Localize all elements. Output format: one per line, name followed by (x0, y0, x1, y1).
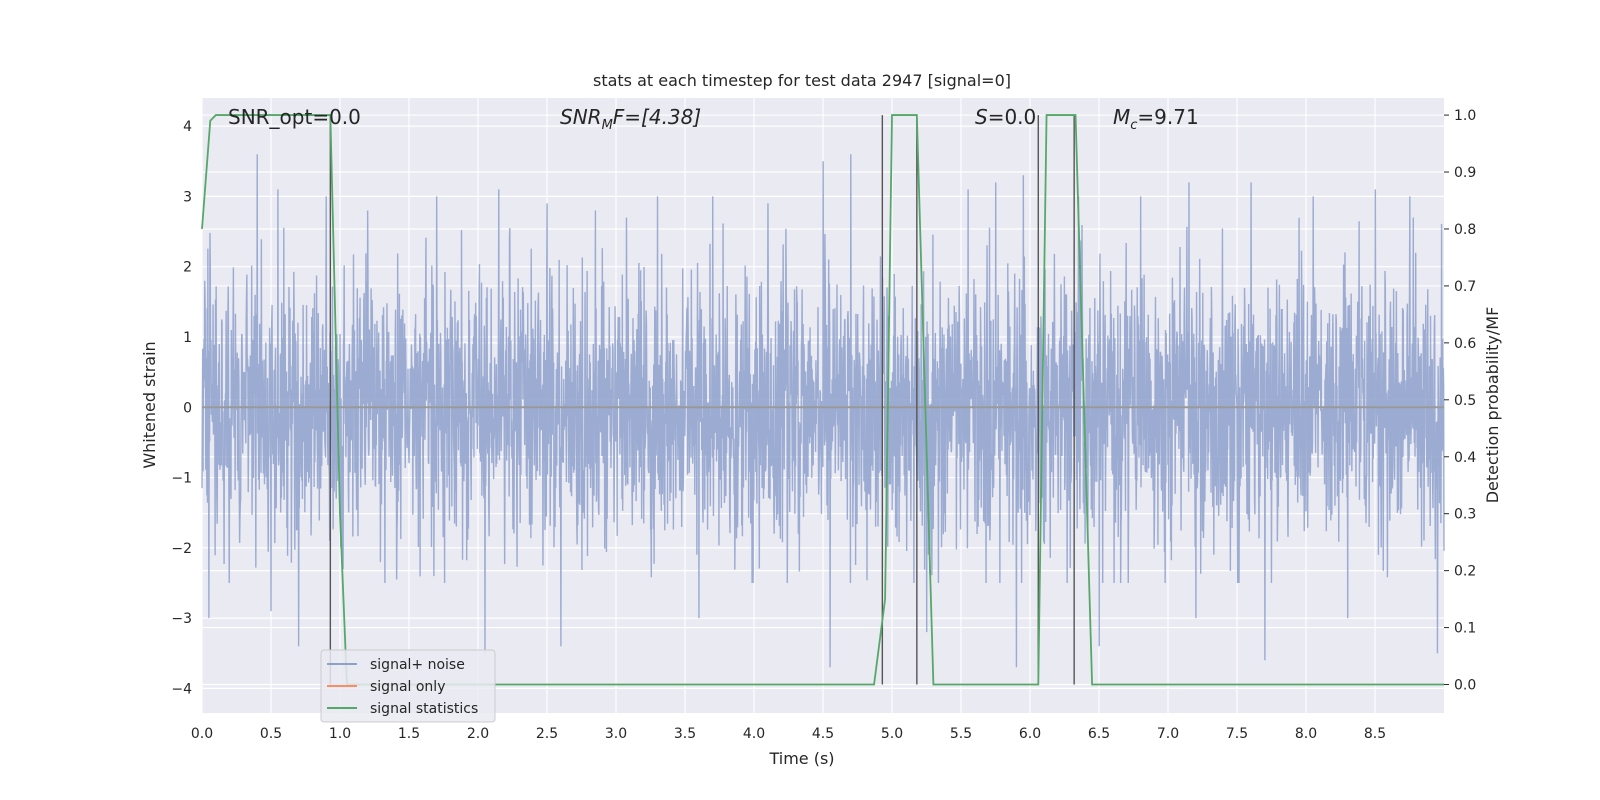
vertical-markers (329, 115, 1075, 685)
y-tick-label: 4 (183, 119, 192, 135)
legend: signal+ noise signal only signal statist… (320, 649, 496, 723)
y2-tick-label: 0.6 (1454, 336, 1476, 352)
y-tick-label: −3 (171, 611, 192, 627)
y-tick-label: 2 (183, 260, 192, 276)
y-tick-label: −1 (171, 471, 192, 487)
series-signal-noise (201, 154, 1445, 668)
y2-tick-label: 1.0 (1454, 108, 1476, 124)
y2-tick-label: 0.5 (1454, 393, 1476, 409)
annotation-s-rest: =0.0 (988, 105, 1037, 129)
y2-tick-label: 0.0 (1454, 678, 1476, 694)
series-signal-statistics (201, 114, 1444, 686)
annotation-snr-mf-main: SNR (560, 105, 602, 129)
y-tick-label: 1 (183, 330, 192, 346)
x-tick-label: 4.0 (743, 726, 765, 742)
x-tick-labels: 0.0 0.5 1.0 1.5 2.0 2.5 3.0 3.5 4.0 4.5 5.0 5.5 6.0 6… (191, 726, 1386, 742)
x-tick-label: 7.0 (1157, 726, 1179, 742)
annotation-s-main: S (975, 105, 988, 129)
x-tick-label: 5.5 (950, 726, 972, 742)
y2-tick-label: 0.7 (1454, 279, 1476, 295)
x-tick-label: 8.0 (1295, 726, 1317, 742)
chart-title: stats at each timestep for test data 294… (593, 71, 1011, 90)
x-tick-label: 8.5 (1364, 726, 1386, 742)
x-axis-label: Time (s) (768, 749, 834, 768)
x-tick-label: 0.0 (191, 726, 213, 742)
annotation-mc-main: M (1113, 105, 1130, 129)
y2-tick-labels: 0.0 0.1 0.2 0.3 0.4 0.5 0.6 0.7 0.8 0.9 1.0 (1444, 108, 1476, 694)
legend-box (320, 649, 496, 723)
signal-statistics-line (201, 114, 1444, 686)
x-tick-label: 1.0 (329, 726, 351, 742)
y2-tick-label: 0.8 (1454, 222, 1476, 238)
annotation-snr-opt: SNR_opt=0.0 (228, 105, 361, 129)
x-tick-label: 2.0 (467, 726, 489, 742)
y-tick-label: 3 (183, 189, 192, 205)
signal-noise-line (201, 154, 1445, 668)
y2-axis-label: Detection probability/MF (1483, 307, 1502, 504)
y-tick-labels: −4 −3 −2 −1 0 1 2 3 4 (171, 119, 192, 697)
y-tick-label: −4 (171, 681, 192, 697)
y2-tick-label: 0.3 (1454, 507, 1476, 523)
annotation-snr-mf: SNRMF=[4.38] (560, 105, 701, 133)
annotation-snr-mf-rest: F=[4.38] (613, 105, 701, 129)
y-tick-label: −2 (171, 541, 192, 557)
annotation-mc: Mc=9.71 (1113, 105, 1199, 133)
x-tick-label: 7.5 (1226, 726, 1248, 742)
x-tick-label: 1.5 (398, 726, 420, 742)
y2-tick-label: 0.4 (1454, 450, 1476, 466)
x-tick-label: 3.0 (605, 726, 627, 742)
x-tick-label: 3.5 (674, 726, 696, 742)
y2-tick-label: 0.9 (1454, 165, 1476, 181)
y2-tick-label: 0.1 (1454, 621, 1476, 637)
annotation-mc-rest: =9.71 (1137, 105, 1198, 129)
x-tick-label: 2.5 (536, 726, 558, 742)
legend-label-signal-noise: signal+ noise (370, 657, 465, 673)
annotation-s: S=0.0 (975, 105, 1036, 129)
annotation-snr-mf-sub: M (602, 118, 613, 133)
y-tick-label: 0 (183, 400, 192, 416)
legend-label-signal-only: signal only (370, 679, 445, 695)
x-tick-label: 6.0 (1019, 726, 1041, 742)
x-tick-label: 5.0 (881, 726, 903, 742)
annotation-mc-sub: c (1130, 118, 1137, 133)
x-tick-label: 0.5 (260, 726, 282, 742)
y-axis-label: Whitened strain (140, 341, 159, 468)
x-tick-label: 6.5 (1088, 726, 1110, 742)
y2-tick-label: 0.2 (1454, 564, 1476, 580)
x-tick-label: 4.5 (812, 726, 834, 742)
legend-label-signal-statistics: signal statistics (370, 701, 478, 717)
